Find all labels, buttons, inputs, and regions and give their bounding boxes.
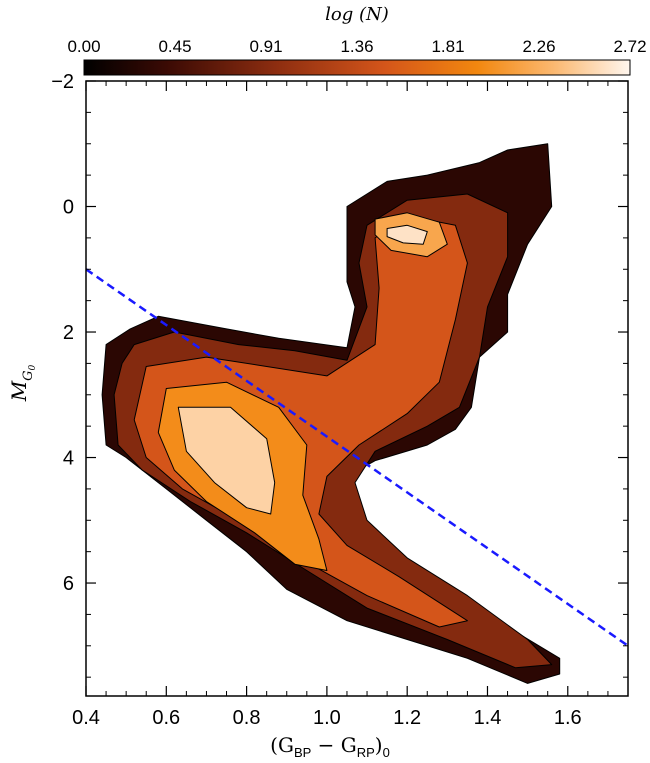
colorbar-title: log (N) [325,4,389,25]
x-tick-label: 0.4 [72,707,100,729]
density-contour-level [386,224,428,245]
colorbar-tick-label: 0.91 [249,37,282,56]
x-tick-label: 1.4 [474,707,502,729]
y-tick-label: 4 [63,448,74,470]
y-axis-title: MG0 [7,364,38,402]
colorbar: log (N) 0.00 0.45 0.91 1.36 1.81 2.26 2.72 [67,4,647,76]
y-tick-label: 6 [63,573,74,595]
y-axis-title-group: MG0 [7,364,38,402]
colorbar-tick-label: 2.72 [613,37,646,56]
x-tick-label: 1.6 [554,707,582,729]
colorbar-tick-label: 0.45 [158,37,191,56]
x-tick-label: 0.6 [152,707,180,729]
colorbar-tick-label: 2.26 [522,37,555,56]
density-contour-level [177,406,276,515]
y-tick-label: 0 [63,197,74,219]
colorbar-tick-label: 1.81 [431,37,464,56]
colorbar-tick-label: 1.36 [340,37,373,56]
plot-area: 0.4 0.6 0.8 1.0 1.2 1.4 1.6 −2 0 2 4 6 [51,71,629,729]
reference-line-group [86,268,628,647]
x-axis-title: (GBP − GRP)0 [270,733,390,760]
x-tick-label: 1.2 [393,707,421,729]
density-contours [101,143,561,684]
x-axis: 0.4 0.6 0.8 1.0 1.2 1.4 1.6 [72,81,609,729]
colorbar-gradient [83,59,631,76]
y-axis: −2 0 2 4 6 [51,71,628,678]
x-tick-label: 1.0 [313,707,341,729]
plot-frame [85,80,629,697]
y-tick-label: −2 [51,71,74,93]
y-tick-label: 2 [63,322,74,344]
dashed-reference-line [86,268,628,647]
x-tick-label: 0.8 [233,707,261,729]
colorbar-tick-label: 0.00 [67,37,100,56]
